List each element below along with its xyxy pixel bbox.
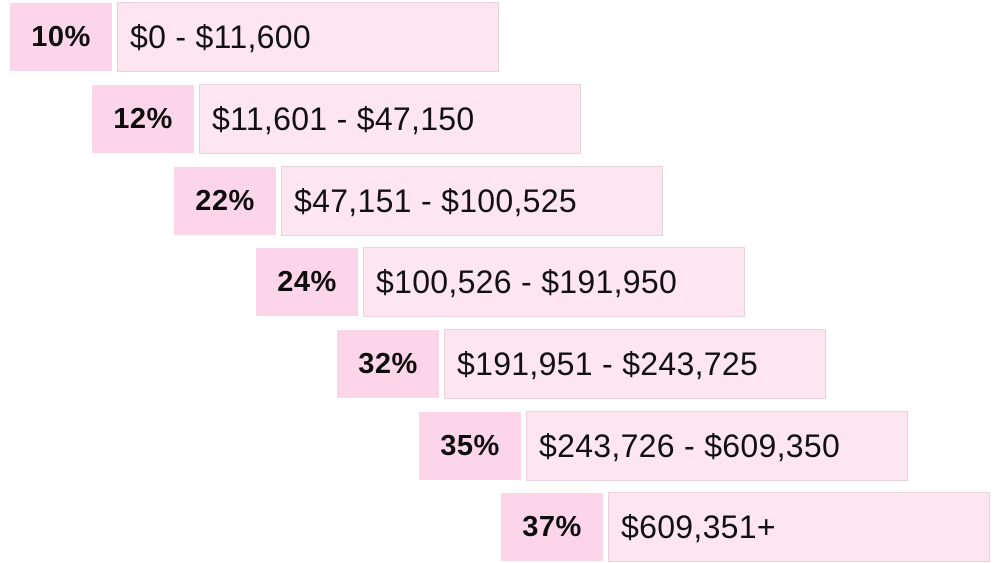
income-range: $47,151 - $100,525 bbox=[281, 166, 663, 236]
bracket-row: 32% $191,951 - $243,725 bbox=[336, 329, 826, 399]
income-range: $0 - $11,600 bbox=[117, 2, 499, 72]
rate-label: 37% bbox=[500, 492, 604, 562]
rate-label: 10% bbox=[9, 2, 113, 72]
income-range: $100,526 - $191,950 bbox=[363, 247, 745, 317]
bracket-row: 10% $0 - $11,600 bbox=[9, 2, 499, 72]
bracket-row: 24% $100,526 - $191,950 bbox=[255, 247, 745, 317]
income-range: $11,601 - $47,150 bbox=[199, 84, 581, 154]
income-range: $191,951 - $243,725 bbox=[444, 329, 826, 399]
rate-label: 32% bbox=[336, 329, 440, 399]
bracket-row: 22% $47,151 - $100,525 bbox=[173, 166, 663, 236]
income-range: $243,726 - $609,350 bbox=[526, 411, 908, 481]
bracket-row: 35% $243,726 - $609,350 bbox=[418, 411, 908, 481]
income-range: $609,351+ bbox=[608, 492, 990, 562]
rate-label: 24% bbox=[255, 247, 359, 317]
rate-label: 22% bbox=[173, 166, 277, 236]
rate-label: 12% bbox=[91, 84, 195, 154]
bracket-row: 12% $11,601 - $47,150 bbox=[91, 84, 581, 154]
rate-label: 35% bbox=[418, 411, 522, 481]
bracket-row: 37% $609,351+ bbox=[500, 492, 990, 562]
